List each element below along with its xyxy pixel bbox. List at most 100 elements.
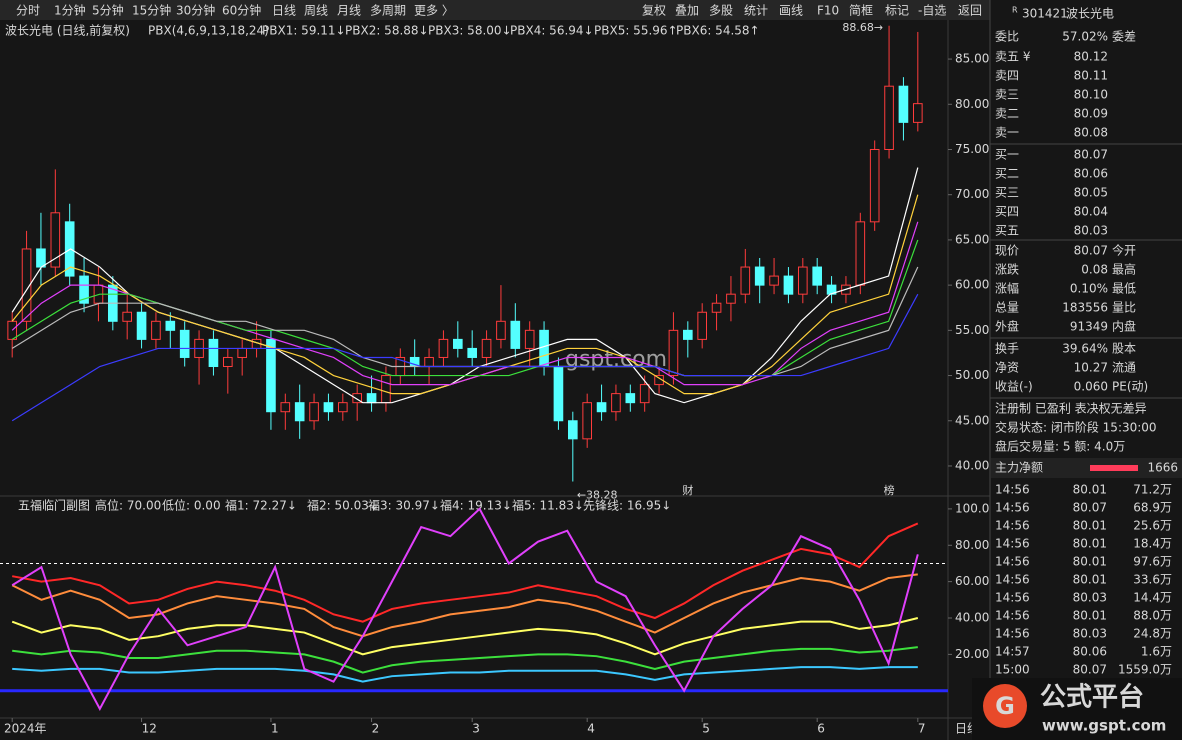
- toolbar-tab[interactable]: 周线: [304, 4, 328, 18]
- annotation: 榜: [884, 483, 895, 497]
- annotation: 88.68→: [842, 21, 883, 34]
- toolbar-tab[interactable]: 30分钟: [176, 3, 215, 18]
- tick-price: 80.07: [1073, 663, 1107, 677]
- candle-body: [611, 393, 621, 413]
- candle-body: [740, 266, 751, 295]
- toolbar-button[interactable]: 返回: [958, 4, 982, 18]
- badge-title: 公式平台: [1040, 682, 1144, 713]
- bid-label: 买五: [995, 224, 1019, 238]
- candle-body: [323, 402, 334, 413]
- y-tick-label: 50.00: [955, 368, 989, 382]
- x-tick-label: 7: [918, 722, 926, 736]
- y-tick-label: 80.00: [955, 538, 989, 552]
- candle-body: [467, 347, 477, 358]
- stat-value: 91349: [1070, 320, 1108, 334]
- toolbar-button[interactable]: F10: [817, 4, 839, 18]
- ask-label: 卖三: [995, 88, 1019, 102]
- bid-label: 买一: [995, 148, 1019, 162]
- y-tick-label: 75.00: [955, 142, 989, 156]
- candle-body: [338, 402, 348, 413]
- candle-body: [424, 356, 434, 368]
- toolbar-tab[interactable]: 15分钟: [132, 3, 171, 18]
- stat-label: 流通: [1112, 361, 1136, 375]
- toolbar-tab[interactable]: 更多 〉: [414, 4, 454, 18]
- toolbar-tab[interactable]: 1分钟: [54, 3, 86, 18]
- stat-value: 183556: [1062, 301, 1108, 315]
- ask-price: 80.10: [1074, 88, 1108, 102]
- stat-value: 0.060: [1074, 380, 1108, 394]
- chart-title: 波长光电 (日线,前复权): [5, 23, 130, 38]
- legend-item: 福5: 11.83↓: [512, 498, 584, 513]
- flow-header: [991, 458, 1182, 478]
- tick-volume: 88.0万: [1133, 609, 1172, 623]
- toolbar-tab[interactable]: 5分钟: [92, 3, 124, 18]
- annotation: ←38.28: [577, 489, 618, 502]
- candle-body: [769, 275, 779, 286]
- badge-logo: [983, 684, 1027, 728]
- candle-body: [596, 402, 607, 413]
- toolbar-tab[interactable]: 月线: [337, 4, 361, 18]
- toolbar-button[interactable]: 复权: [642, 4, 666, 18]
- toolbar-tab[interactable]: 60分钟: [222, 3, 261, 18]
- tick-time: 15:00: [995, 663, 1030, 677]
- tick-volume: 1559.0万: [1118, 663, 1172, 677]
- candle-body: [496, 320, 506, 340]
- badge-url: www.gspt.com: [1042, 717, 1166, 735]
- stat-value: 0.08: [1081, 263, 1108, 277]
- candle-body: [884, 85, 894, 150]
- toolbar-button[interactable]: 简框: [849, 4, 873, 18]
- legend-item: PBX3: 58.00↓: [428, 24, 512, 38]
- y-tick-label: 40.00: [955, 611, 989, 625]
- stat-label: 今开: [1112, 243, 1136, 258]
- tick-time: 14:56: [995, 555, 1030, 569]
- candle-body: [812, 266, 822, 286]
- tick-price: 80.01: [1073, 483, 1107, 497]
- x-tick-label: 6: [817, 722, 825, 736]
- tick-time: 14:56: [995, 627, 1030, 641]
- y-tick-label: 100.0: [955, 501, 989, 515]
- stat-label: 净资: [995, 361, 1019, 375]
- watermark: gspt.com: [565, 347, 667, 372]
- tick-price: 80.06: [1073, 645, 1107, 659]
- ask-label: 卖四: [995, 69, 1019, 83]
- tick-time: 14:56: [995, 537, 1030, 551]
- legend-item: PBX1: 59.11↓: [262, 24, 346, 38]
- y-tick-label: 20.00: [955, 647, 989, 661]
- tick-time: 14:57: [995, 645, 1030, 659]
- candle-body: [79, 275, 89, 304]
- indicator-line: [11, 507, 919, 712]
- toolbar-tab[interactable]: 多周期: [370, 4, 406, 18]
- toolbar-button[interactable]: -自选: [918, 4, 946, 18]
- stat-label: 股本: [1112, 342, 1136, 356]
- toolbar-tab[interactable]: 分时: [16, 4, 40, 18]
- toolbar-button[interactable]: 统计: [744, 4, 768, 18]
- toolbar-button[interactable]: 标记: [885, 4, 909, 18]
- info: 注册制 已盈利 表决权无差异: [995, 401, 1147, 416]
- ask-price: 80.08: [1074, 126, 1108, 140]
- tick-price: 80.01: [1073, 519, 1107, 533]
- stat-label: 最低: [1112, 282, 1136, 296]
- y-tick-label: 55.00: [955, 323, 989, 337]
- tick-time: 14:56: [995, 591, 1030, 605]
- flow-label: 主力净额: [995, 461, 1043, 475]
- candle-body: [366, 393, 377, 404]
- ask-label: 卖二: [995, 107, 1019, 121]
- toolbar-button[interactable]: 多股: [709, 4, 733, 18]
- toolbar-button[interactable]: 画线: [779, 4, 803, 18]
- candle-body: [711, 302, 722, 313]
- x-tick-label: 2: [372, 722, 380, 736]
- bid-price: 80.05: [1074, 186, 1108, 200]
- stat-value: 39.64%: [1062, 342, 1108, 356]
- ask-price: 80.09: [1074, 107, 1108, 121]
- tick-time: 14:56: [995, 573, 1030, 587]
- toolbar-button[interactable]: 叠加: [675, 4, 699, 18]
- ask-label: 卖五 ¥: [995, 50, 1031, 64]
- stock-code: 301421: [1022, 7, 1068, 21]
- tick-price: 80.01: [1073, 609, 1107, 623]
- legend-item: PBX2: 58.88↓: [345, 24, 429, 38]
- ask-label: 卖一: [995, 126, 1019, 140]
- toolbar-tab[interactable]: 日线: [272, 4, 296, 18]
- y-tick-label: 60.00: [955, 278, 989, 292]
